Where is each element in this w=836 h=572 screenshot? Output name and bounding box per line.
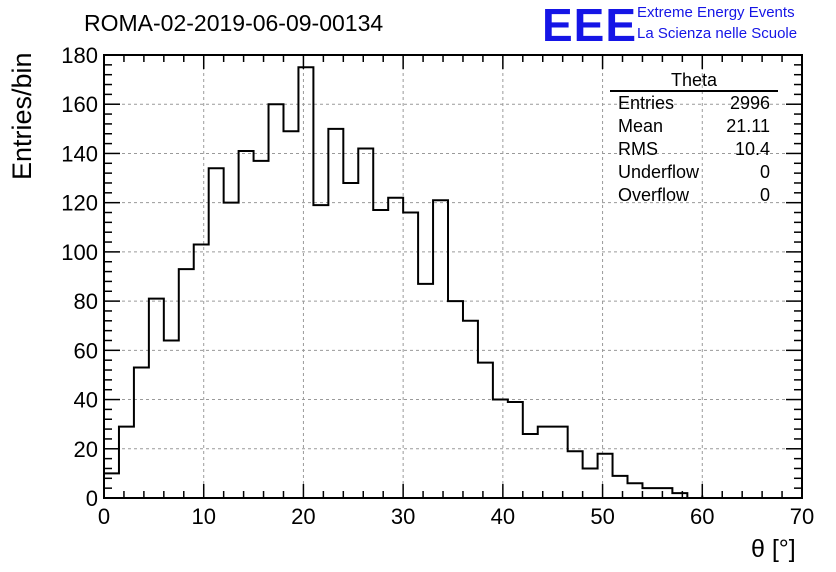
y-tick-label: 20 xyxy=(74,437,98,462)
y-tick-label: 100 xyxy=(61,240,98,265)
x-tick-label: 50 xyxy=(590,504,614,529)
stats-label: Overflow xyxy=(618,185,690,205)
x-tick-label: 10 xyxy=(191,504,215,529)
stats-title: Theta xyxy=(610,70,778,92)
x-tick-label: 70 xyxy=(790,504,814,529)
axis-ticks xyxy=(103,54,803,499)
stats-row: Mean 21.11 xyxy=(610,115,778,138)
y-axis-label: Entries/bin xyxy=(7,52,37,180)
stats-row: Underflow 0 xyxy=(610,161,778,184)
eee-logo-line2: La Scienza nelle Scuole xyxy=(637,25,798,42)
x-tick-label: 60 xyxy=(690,504,714,529)
stats-value: 10.4 xyxy=(734,139,770,159)
stats-box: Theta Entries 2996 Mean 21.11 RMS 10.4 U… xyxy=(610,70,778,207)
y-tick-label: 0 xyxy=(86,486,98,511)
y-tick-label: 40 xyxy=(74,388,98,413)
stats-row: RMS 10.4 xyxy=(610,138,778,161)
stats-value: 0 xyxy=(759,162,770,182)
y-tick-label: 60 xyxy=(74,338,98,363)
histogram-step-line xyxy=(103,66,704,499)
y-tick-label: 160 xyxy=(61,92,98,117)
x-tick-label: 0 xyxy=(98,504,110,529)
y-tick-label: 140 xyxy=(61,141,98,166)
chart-title: ROMA-02-2019-06-09-00134 xyxy=(84,10,384,36)
stats-row: Entries 2996 xyxy=(610,92,778,115)
stats-value: 0 xyxy=(759,185,770,205)
x-tick-label: 30 xyxy=(391,504,415,529)
stats-label: Mean xyxy=(618,116,664,136)
x-axis-label: θ [°] xyxy=(751,535,796,563)
y-tick-labels: 0 20 40 60 80 100 120 140 160 180 xyxy=(61,43,98,511)
stats-label: Underflow xyxy=(618,162,700,182)
y-tick-label: 180 xyxy=(61,43,98,68)
x-tick-label: 20 xyxy=(291,504,315,529)
eee-logo: EEE xyxy=(542,0,638,51)
x-tick-labels: 0 10 20 30 40 50 60 70 xyxy=(98,504,814,529)
stats-value: 2996 xyxy=(729,93,770,113)
stats-value: 21.11 xyxy=(726,116,770,136)
stats-row: Overflow 0 xyxy=(610,184,778,207)
y-tick-label: 120 xyxy=(61,191,98,216)
x-tick-label: 40 xyxy=(491,504,515,529)
plot-frame xyxy=(103,54,803,499)
stats-label: Entries xyxy=(618,93,675,113)
stats-label: RMS xyxy=(618,139,658,159)
y-tick-label: 80 xyxy=(74,289,98,314)
eee-logo-line1: Extreme Energy Events xyxy=(637,4,795,21)
